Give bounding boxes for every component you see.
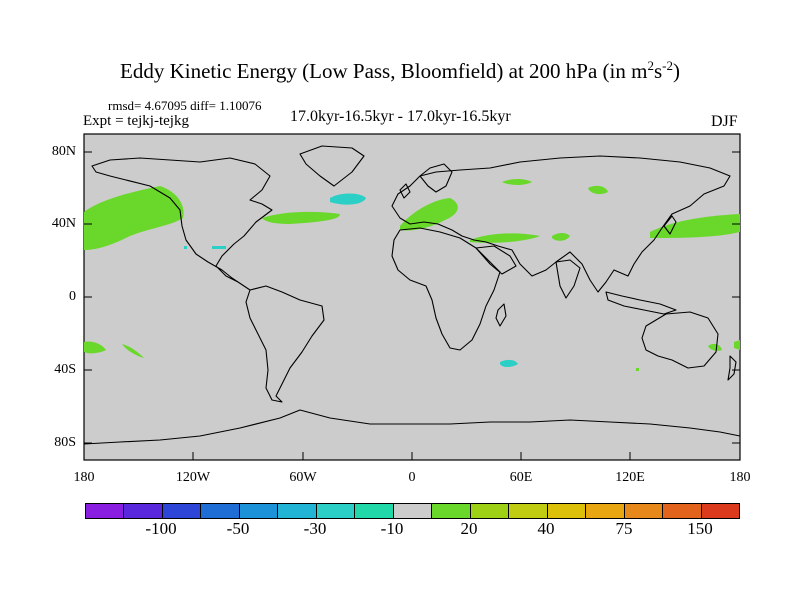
- lat-label-40n: 40N: [51, 216, 76, 231]
- coast-africa: [391, 227, 501, 351]
- lon-label-120e: 120E: [615, 470, 645, 485]
- anomaly-atlantic-neg: [330, 193, 366, 205]
- coast-madagascar: [495, 303, 507, 327]
- coast-north-america: [91, 157, 273, 291]
- colorbar-box: [663, 504, 702, 518]
- colorbar-box: [432, 504, 471, 518]
- anomaly-north-west-pacific: [650, 214, 740, 238]
- anomaly-south-indian-neg: [500, 359, 518, 367]
- colorbar-box: [86, 504, 125, 518]
- anomaly-south-pacific-west: [84, 341, 106, 354]
- colorbar-label: 75: [615, 519, 633, 538]
- season-label: DJF: [711, 113, 738, 130]
- colorbar-box: [470, 504, 510, 518]
- coast-japan: [663, 215, 677, 235]
- anomaly-central-asia: [588, 185, 608, 195]
- plot-title: Eddy Kinetic Energy (Low Pass, Bloomfiel…: [120, 58, 680, 83]
- anomaly-small-south: [636, 368, 639, 371]
- coast-south-america: [245, 285, 325, 403]
- colorbar-box: [355, 504, 394, 518]
- lon-label-0: 0: [408, 470, 416, 485]
- coast-antarctica: [83, 409, 741, 445]
- period-label: 17.0kyr-16.5kyr - 17.0kyr-16.5kyr: [290, 108, 511, 125]
- coast-uk: [399, 183, 411, 199]
- lon-label-60w: 60W: [289, 470, 317, 485]
- lon-label-60e: 60E: [509, 470, 533, 485]
- coast-new-zealand: [727, 355, 737, 381]
- colorbar-label: -10: [380, 519, 404, 538]
- lon-label-120w: 120W: [175, 470, 211, 485]
- experiment-label: Expt = tejkj-tejkg: [83, 113, 189, 129]
- colorbar-box: [393, 504, 433, 518]
- lat-label-40s: 40S: [54, 362, 76, 377]
- coastlines: [83, 145, 741, 445]
- anomaly-middle-east: [470, 233, 540, 243]
- lat-label-80n: 80N: [51, 144, 76, 159]
- anomaly-mediterranean: [400, 198, 458, 231]
- anomaly-north-africa: [552, 233, 570, 241]
- coast-australia: [641, 311, 719, 369]
- colorbar-label: 150: [687, 519, 713, 538]
- anomaly-arctic-siberia: [502, 179, 532, 185]
- coast-europe-asia: [391, 155, 731, 293]
- anomaly-north-atlantic-band: [262, 211, 340, 224]
- negative-anomaly-regions: [184, 193, 518, 367]
- colorbar-box: [124, 504, 163, 518]
- anomaly-south-pacific-east: [122, 344, 144, 358]
- anomaly-pacific-neg-small: [212, 246, 226, 249]
- colorbar-box: [201, 504, 240, 518]
- coast-india: [555, 259, 581, 299]
- coast-indonesia: [605, 291, 677, 315]
- colorbar-box: [586, 504, 625, 518]
- colorbar-label: 40: [537, 519, 555, 538]
- colorbar-label: -30: [303, 519, 327, 538]
- coast-scandinavia: [419, 163, 453, 193]
- colorbar-box: [278, 504, 317, 518]
- colorbar-box: [316, 504, 356, 518]
- colorbar-box: [547, 504, 587, 518]
- positive-anomaly-regions: [84, 179, 740, 371]
- colorbar-box: [509, 504, 548, 518]
- lon-label-180w: 180: [73, 470, 95, 485]
- map-background: [83, 133, 741, 461]
- lon-label-180e: 180: [729, 470, 751, 485]
- coast-greenland: [299, 145, 365, 187]
- colorbar-label: 20: [460, 519, 478, 538]
- rmsd-diff-text: rmsd= 4.67095 diff= 1.10076: [108, 98, 262, 113]
- axis-ticks: [83, 151, 741, 460]
- coast-arabia: [475, 245, 517, 275]
- anomaly-south-pacific-edge: [734, 340, 740, 350]
- lat-label-80s: 80S: [54, 435, 76, 450]
- anomaly-north-pacific: [84, 186, 184, 250]
- colorbar: [85, 503, 740, 519]
- colorbar-box: [624, 504, 664, 518]
- colorbar-box: [239, 504, 279, 518]
- colorbar-label: -50: [226, 519, 250, 538]
- anomaly-south-tasman: [708, 343, 722, 351]
- colorbar-box: [162, 504, 202, 518]
- colorbar-label: -100: [145, 519, 177, 538]
- colorbar-box: [701, 504, 739, 518]
- anomaly-pacific-neg-dot: [184, 246, 187, 249]
- lat-label-0: 0: [69, 289, 76, 304]
